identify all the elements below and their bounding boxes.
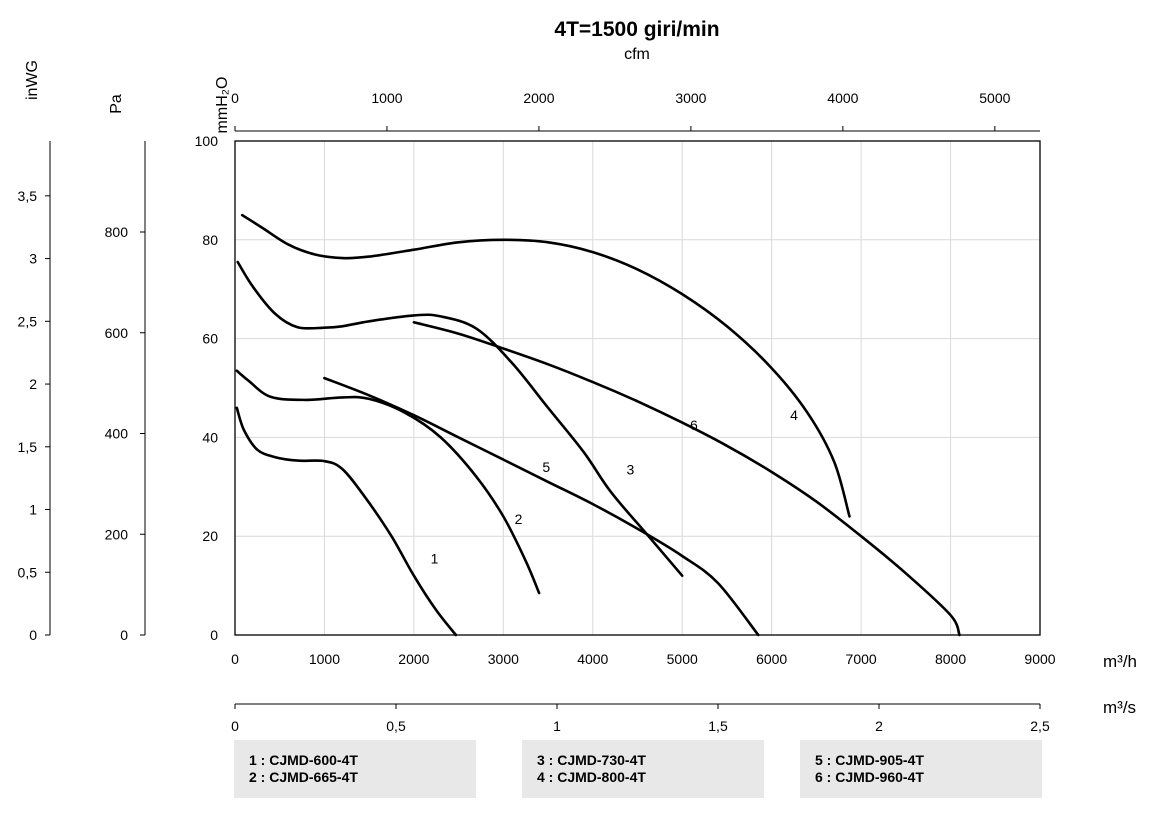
- m3s-axis-label: m³/s: [1103, 698, 1136, 717]
- y-tick-label: 60: [202, 331, 218, 347]
- m3s-tick-label: 0: [231, 718, 239, 734]
- x-tick-label: 4000: [577, 651, 608, 667]
- x-tick-label: 9000: [1024, 651, 1055, 667]
- cfm-axis-label: cfm: [624, 46, 650, 63]
- inwg-tick-label: 2: [29, 376, 37, 392]
- m3s-tick-label: 1,5: [708, 718, 728, 734]
- series-line-1: [235, 406, 458, 637]
- m3s-tick-label: 0,5: [386, 718, 406, 734]
- y-tick-label: 100: [195, 133, 219, 149]
- legend-box-1: 1 : CJMD-600-4T 2 : CJMD-665-4T: [234, 740, 476, 798]
- cfm-tick-label: 1000: [371, 90, 402, 106]
- legend-entry-4: 4 : CJMD-800-4T: [537, 769, 646, 785]
- x-tick-label: 3000: [488, 651, 519, 667]
- series-line-4: [240, 213, 851, 518]
- cfm-tick-label: 3000: [675, 90, 706, 106]
- legend-box-3: 5 : CJMD-905-4T 6 : CJMD-960-4T: [800, 740, 1042, 798]
- x-tick-label: 5000: [667, 651, 698, 667]
- plot-frame: [234, 140, 1041, 636]
- series-label-6: 6: [690, 417, 698, 433]
- pa-tick-label: 200: [105, 526, 129, 542]
- legend-box-2: 3 : CJMD-730-4T 4 : CJMD-800-4T: [522, 740, 764, 798]
- inwg-tick-label: 3,5: [18, 188, 38, 204]
- m3s-tick-label: 2: [875, 718, 883, 734]
- y-axis-label: mmH₂O: [214, 77, 231, 134]
- cfm-tick-label: 4000: [827, 90, 858, 106]
- inwg-axis-label: inWG: [24, 60, 41, 100]
- series-label-5: 5: [542, 459, 550, 475]
- x-tick-label: 2000: [398, 651, 429, 667]
- x-tick-label: 0: [231, 651, 239, 667]
- series-label-1: 1: [431, 550, 439, 566]
- inwg-tick-label: 0,5: [18, 564, 38, 580]
- legend-entry-6: 6 : CJMD-960-4T: [815, 769, 924, 785]
- cfm-tick-label: 5000: [979, 90, 1010, 106]
- cfm-tick-label: 2000: [523, 90, 554, 106]
- series-label-2: 2: [515, 511, 523, 527]
- series-line-6: [412, 321, 961, 637]
- x-tick-label: 7000: [846, 651, 877, 667]
- inwg-tick-label: 2,5: [18, 313, 38, 329]
- pa-tick-label: 600: [105, 325, 129, 341]
- inwg-tick-label: 0: [29, 627, 37, 643]
- pa-tick-label: 0: [120, 627, 128, 643]
- pa-tick-label: 800: [105, 224, 129, 240]
- pa-axis-label: Pa: [108, 94, 125, 114]
- legend-entry-3: 3 : CJMD-730-4T: [537, 752, 646, 768]
- series-label-3: 3: [626, 462, 634, 478]
- x-tick-label: 6000: [756, 651, 787, 667]
- y-tick-label: 20: [202, 528, 218, 544]
- series-line-3: [236, 260, 684, 577]
- chart-title: 4T=1500 giri/min: [554, 18, 719, 41]
- inwg-tick-label: 1: [29, 502, 37, 518]
- y-tick-label: 40: [202, 429, 218, 445]
- series-line-2: [235, 369, 541, 595]
- legend-entry-2: 2 : CJMD-665-4T: [249, 769, 358, 785]
- legend-entry-1: 1 : CJMD-600-4T: [249, 752, 358, 768]
- y-tick-label: 80: [202, 232, 218, 248]
- m3s-tick-label: 2,5: [1030, 718, 1050, 734]
- inwg-tick-label: 3: [29, 251, 37, 267]
- legend-entry-5: 5 : CJMD-905-4T: [815, 752, 924, 768]
- series-label-4: 4: [790, 407, 798, 423]
- inwg-tick-label: 1,5: [18, 439, 38, 455]
- cfm-tick-label: 0: [231, 90, 239, 106]
- y-tick-label: 0: [210, 627, 218, 643]
- x-axis-label: m³/h: [1103, 652, 1137, 671]
- x-tick-label: 1000: [309, 651, 340, 667]
- series-line-5: [323, 376, 760, 637]
- pa-tick-label: 400: [105, 426, 129, 442]
- x-tick-label: 8000: [935, 651, 966, 667]
- m3s-tick-label: 1: [553, 718, 561, 734]
